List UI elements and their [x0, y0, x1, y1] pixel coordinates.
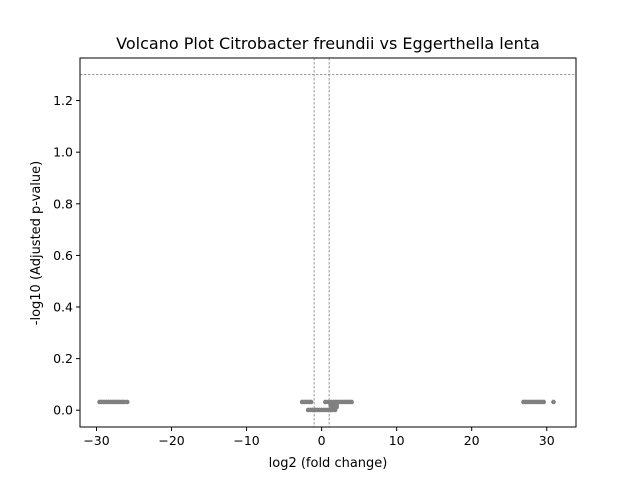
data-point-59 — [541, 399, 547, 405]
x-tick-label-1: −30 — [83, 433, 109, 448]
x-tick-label-3: −10 — [233, 433, 259, 448]
data-point-13 — [124, 399, 130, 405]
y-tick-label-5: 0.8 — [53, 196, 73, 211]
y-tick-label-4: 0.6 — [53, 248, 73, 263]
chart-title: Volcano Plot Citrobacter freundii vs Egg… — [116, 34, 540, 53]
plot-frame — [79, 57, 577, 428]
x-tick-label-2: −20 — [158, 433, 184, 448]
x-tick-label-6: 20 — [464, 433, 480, 448]
y-tick-label-3: 0.4 — [53, 300, 73, 315]
x-axis-label: log2 (fold change) — [269, 456, 388, 471]
data-point-60 — [551, 399, 556, 405]
x-tick-label-4: 0 — [318, 433, 326, 448]
x-tick-label-7: 30 — [539, 433, 555, 448]
y-tick-label-1: 0.0 — [53, 403, 73, 418]
data-point-18 — [308, 399, 314, 405]
plot-area: −30 −20 −10 0 10 20 30 0.0 0.2 0.4 0.6 0.8 1.0 1.2 — [53, 57, 577, 448]
y-axis-label: -log10 (Adjusted p-value) — [29, 161, 44, 325]
x-tick-label-5: 10 — [389, 433, 405, 448]
y-tick-label-2: 0.2 — [53, 351, 73, 366]
y-tick-label-6: 1.0 — [53, 145, 73, 160]
data-point-49 — [349, 399, 354, 405]
y-tick-label-7: 1.2 — [53, 93, 73, 108]
